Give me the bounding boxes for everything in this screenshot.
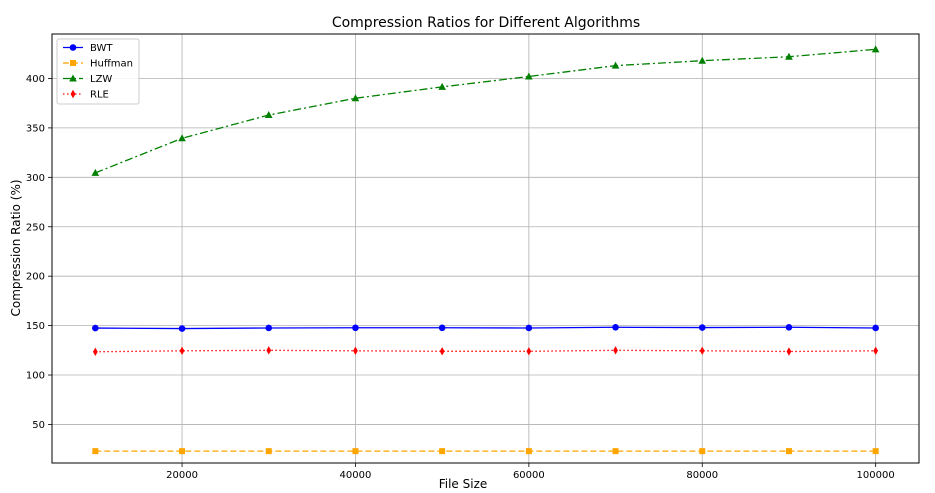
- data-point-huffman: [352, 448, 359, 455]
- series-rle: [92, 346, 879, 356]
- data-point-lzw: [871, 45, 880, 53]
- legend-marker-huffman: [70, 60, 76, 66]
- x-tick-label: 60000: [513, 470, 545, 481]
- data-point-bwt: [92, 324, 99, 332]
- data-point-bwt: [785, 323, 793, 331]
- data-point-bwt: [872, 324, 879, 332]
- x-axis: 20000 40000 60000 80000 100000: [166, 463, 895, 481]
- legend-label-bwt: BWT: [90, 43, 113, 54]
- x-tick-label: 20000: [166, 470, 198, 481]
- data-point-huffman: [525, 448, 532, 455]
- y-tick-label: 300: [26, 173, 45, 184]
- series-bwt: [92, 323, 879, 332]
- data-point-lzw: [91, 168, 100, 176]
- data-point-lzw: [178, 134, 186, 142]
- y-tick-label: 350: [26, 123, 45, 134]
- y-tick-label: 400: [26, 74, 45, 85]
- data-point-rle: [526, 347, 532, 356]
- y-tick-label: 250: [26, 222, 45, 233]
- data-point-rle: [699, 346, 705, 356]
- grid: [52, 34, 919, 463]
- data-point-bwt: [352, 324, 359, 332]
- y-axis-label: Compression Ratio (%): [9, 179, 23, 316]
- data-point-huffman: [92, 448, 99, 455]
- data-point-rle: [439, 347, 445, 356]
- data-point-lzw: [438, 82, 446, 90]
- legend-marker-bwt: [69, 44, 77, 51]
- data-point-huffman: [265, 448, 272, 455]
- data-point-huffman: [439, 448, 446, 455]
- series-lzw: [91, 45, 880, 176]
- data-point-huffman: [785, 448, 792, 455]
- data-point-rle: [613, 346, 618, 355]
- legend-marker-rle: [70, 89, 76, 99]
- legend: BWT Huffman LZW RLE: [56, 38, 140, 105]
- data-point-huffman: [872, 448, 879, 455]
- data-point-rle: [266, 346, 272, 355]
- y-axis: 50 100 150 200 250 300 350 400: [26, 74, 52, 431]
- data-point-bwt: [178, 325, 186, 332]
- data-point-bwt: [265, 324, 273, 332]
- series-line-bwt: [95, 326, 876, 330]
- data-point-lzw: [611, 61, 620, 69]
- data-point-huffman: [699, 448, 706, 455]
- x-axis-label: File Size: [439, 477, 488, 491]
- legend-marker-lzw: [69, 74, 77, 82]
- legend-label-huffman: Huffman: [90, 59, 133, 70]
- data-point-bwt: [525, 324, 533, 332]
- data-point-lzw: [785, 52, 793, 60]
- data-point-bwt: [438, 324, 446, 332]
- data-point-huffman: [612, 448, 619, 455]
- series-huffman: [92, 448, 879, 455]
- y-tick-label: 50: [32, 420, 45, 431]
- series-group: [91, 45, 880, 455]
- data-point-lzw: [698, 56, 707, 64]
- y-tick-label: 200: [26, 272, 45, 283]
- y-tick-label: 100: [26, 371, 45, 382]
- data-point-lzw: [351, 94, 360, 102]
- data-point-huffman: [179, 448, 186, 455]
- chart-title: Compression Ratios for Different Algorit…: [332, 15, 640, 31]
- legend-label-lzw: LZW: [90, 74, 112, 85]
- data-point-rle: [92, 347, 98, 356]
- x-tick-label: 40000: [340, 470, 372, 481]
- data-point-rle: [179, 346, 185, 356]
- data-point-lzw: [264, 111, 273, 119]
- series-line-rle: [95, 349, 876, 353]
- data-point-rle: [873, 346, 879, 356]
- data-point-rle: [786, 347, 792, 356]
- plot-frame: [51, 33, 920, 464]
- data-point-lzw: [525, 72, 533, 80]
- legend-label-rle: RLE: [90, 90, 109, 101]
- data-point-bwt: [698, 324, 706, 331]
- series-line-lzw: [95, 48, 876, 174]
- legend-box: [56, 38, 140, 105]
- y-tick-label: 150: [26, 321, 45, 332]
- x-tick-label: 100000: [857, 470, 895, 481]
- x-tick-label: 80000: [686, 470, 718, 481]
- data-point-rle: [353, 346, 358, 356]
- data-point-bwt: [612, 323, 619, 331]
